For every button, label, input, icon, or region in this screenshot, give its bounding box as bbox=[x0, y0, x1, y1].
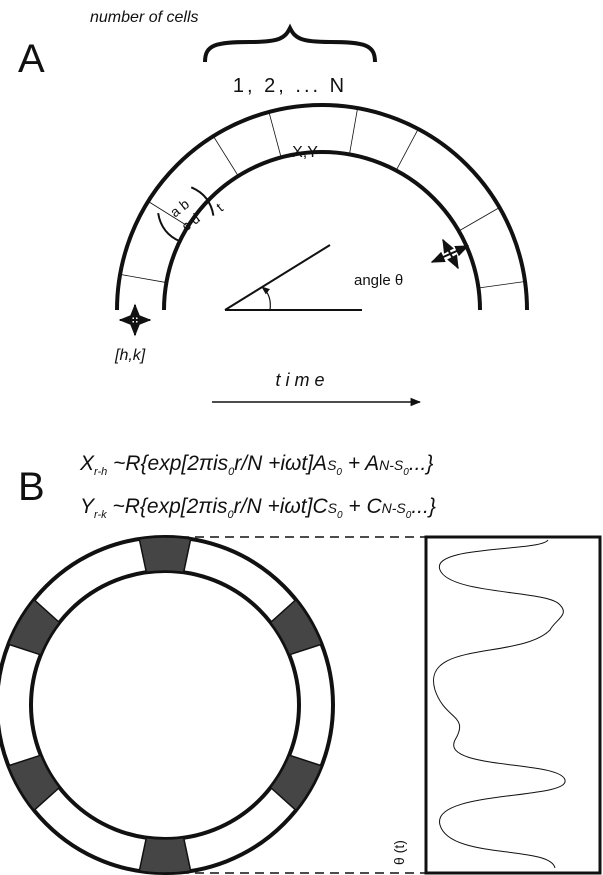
cell-divider bbox=[213, 135, 239, 177]
cell-divider bbox=[395, 128, 419, 171]
dark-cell bbox=[7, 598, 61, 656]
eq-part: 0 bbox=[228, 509, 235, 521]
angle-label: angle θ bbox=[354, 272, 403, 289]
eq-part: Y bbox=[80, 495, 96, 518]
cell-divider bbox=[458, 207, 500, 232]
eq-part: N-S bbox=[382, 500, 407, 516]
eq-part: 0 bbox=[336, 467, 342, 478]
eq-part: r-h bbox=[94, 466, 107, 478]
eq-part: + C bbox=[343, 495, 383, 518]
eq-part: S bbox=[328, 500, 338, 516]
outer-circle bbox=[0, 535, 335, 875]
dark-cell bbox=[7, 754, 61, 812]
eq-part: N-S bbox=[379, 457, 404, 473]
eq-part: ~R{exp[2πis bbox=[107, 495, 228, 518]
panel-label: B bbox=[18, 465, 45, 509]
trace-label: θ (t) bbox=[391, 840, 407, 865]
cell-divider bbox=[268, 111, 282, 158]
angle-ray bbox=[224, 244, 331, 311]
equation: Yr-k ~R{exp[2πis0r/N +iωt]CS0 + CN-S0...… bbox=[80, 495, 436, 521]
cells-range: 1, 2, ... N bbox=[233, 75, 347, 97]
eq-part: 0 bbox=[403, 467, 409, 478]
dark-cell bbox=[138, 536, 192, 574]
cells-label: number of cells bbox=[90, 9, 199, 26]
dark-cell bbox=[138, 836, 192, 874]
paren bbox=[157, 212, 181, 243]
cell-state: X,Y bbox=[292, 144, 318, 161]
cell-divider bbox=[349, 108, 358, 155]
trace bbox=[432, 539, 566, 869]
cell-ring-full bbox=[0, 535, 335, 875]
eq-part: r/N +iωt]A bbox=[234, 452, 327, 475]
angle-arc bbox=[261, 286, 271, 311]
eq-part: r-k bbox=[94, 509, 107, 521]
position-label: [h,k] bbox=[114, 347, 146, 364]
time-label: t i m e bbox=[275, 370, 324, 390]
eq-part: ...} bbox=[411, 495, 436, 518]
eq-part: 0 bbox=[228, 466, 235, 478]
trace-box bbox=[424, 535, 602, 875]
inner-circle bbox=[29, 569, 301, 841]
dark-cell bbox=[269, 754, 323, 812]
inner-arc bbox=[162, 150, 482, 311]
cell-divider bbox=[120, 274, 167, 283]
eq-part: S bbox=[327, 457, 337, 473]
eq-part: ...} bbox=[409, 452, 434, 475]
eq-part: X bbox=[79, 452, 95, 475]
dark-cell bbox=[269, 598, 323, 656]
cell-divider bbox=[147, 201, 189, 227]
brace bbox=[203, 23, 377, 63]
outer-arc bbox=[115, 103, 529, 311]
paren bbox=[190, 186, 215, 216]
equation: Xr-h ~R{exp[2πis0r/N +iωt]AS0 + AN-S0...… bbox=[79, 452, 433, 478]
cell-ring bbox=[115, 103, 529, 311]
eq-part: r/N +iωt]C bbox=[234, 495, 329, 518]
eq-part: 0 bbox=[406, 510, 412, 521]
eq-part: + A bbox=[342, 452, 379, 475]
move-arrow bbox=[442, 238, 459, 270]
eq-part: 0 bbox=[337, 510, 343, 521]
matrix: a b c d t bbox=[157, 186, 226, 243]
eq-part: ~R{exp[2πis bbox=[107, 452, 228, 475]
matrix-subscript: t bbox=[213, 200, 226, 215]
panel-label: A bbox=[18, 37, 45, 81]
cell-divider bbox=[478, 281, 526, 289]
